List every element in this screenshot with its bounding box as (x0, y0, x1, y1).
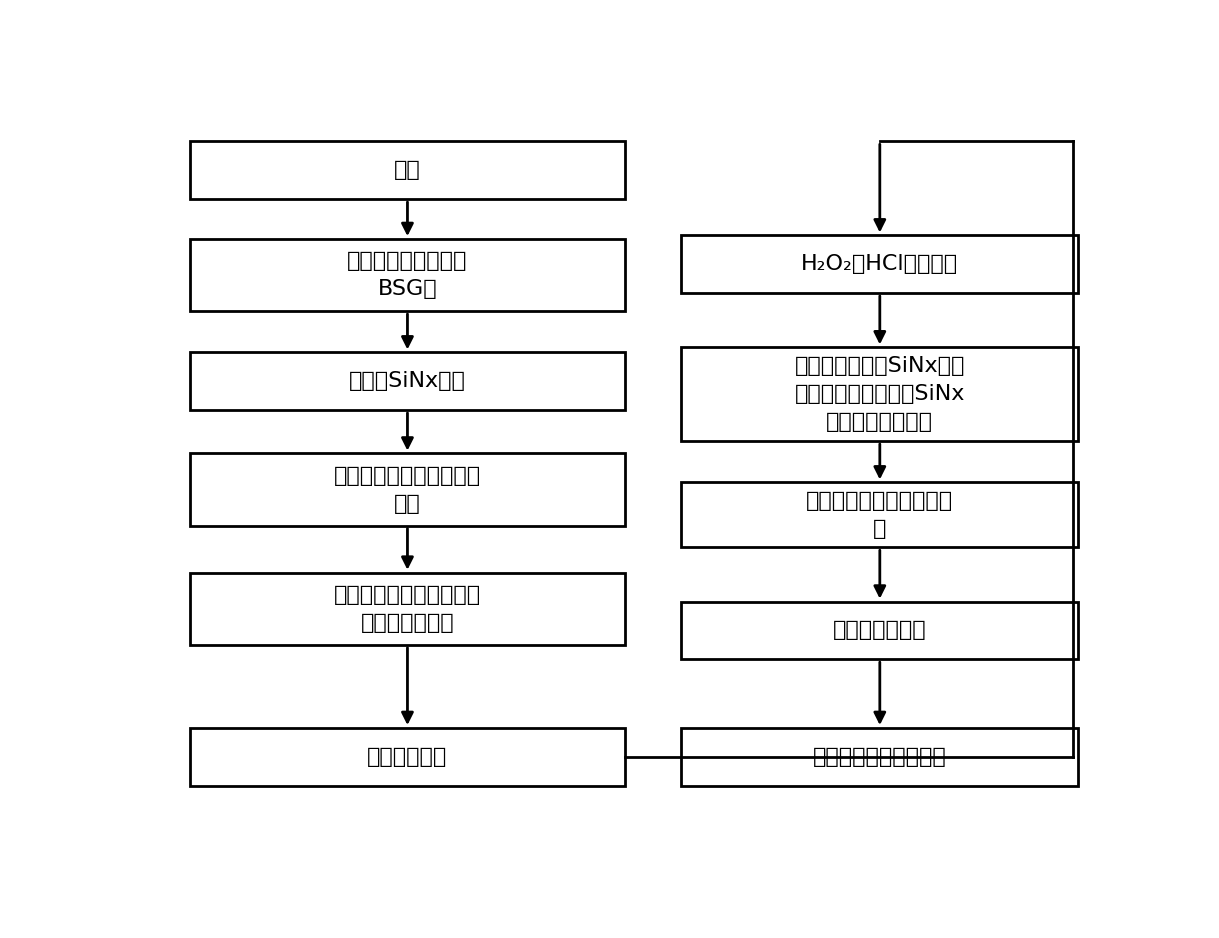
Text: 正面刻蚀（去除SiNx膜层
上绕镀的多晶硅层、SiNx
层及硼硅玻璃层）: 正面刻蚀（去除SiNx膜层 上绕镀的多晶硅层、SiNx 层及硼硅玻璃层） (795, 356, 965, 432)
Bar (681, 728, 1079, 786)
Text: 沉积多晶硅层（隧穿氧化
层与多晶硅层）: 沉积多晶硅层（隧穿氧化 层与多晶硅层） (334, 584, 482, 633)
Bar (190, 453, 625, 525)
Bar (190, 728, 625, 786)
Bar (681, 482, 1079, 548)
Bar (681, 601, 1079, 659)
Text: H₂O₂与HCl溶液清洗: H₂O₂与HCl溶液清洗 (801, 254, 958, 274)
Text: 离子注入磷源: 离子注入磷源 (367, 747, 447, 767)
Text: 制绒: 制绒 (394, 160, 421, 180)
Bar (681, 347, 1079, 441)
Text: 背面及边缘刻蚀（抛光处
理）: 背面及边缘刻蚀（抛光处 理） (334, 465, 482, 514)
Text: 退火激活背表面掺入的磷
源: 退火激活背表面掺入的磷 源 (806, 491, 953, 538)
Bar (190, 142, 625, 199)
Bar (190, 353, 625, 410)
Text: 正面镀SiNx膜层: 正面镀SiNx膜层 (349, 371, 466, 391)
Bar (190, 239, 625, 311)
Text: 正背面分别镀膜: 正背面分别镀膜 (833, 620, 926, 641)
Text: 正背面进行金属化工艺: 正背面进行金属化工艺 (813, 747, 947, 767)
Bar (190, 572, 625, 644)
Text: 前表面硼扩散（保留
BSG）: 前表面硼扩散（保留 BSG） (347, 251, 468, 299)
Bar (681, 235, 1079, 294)
